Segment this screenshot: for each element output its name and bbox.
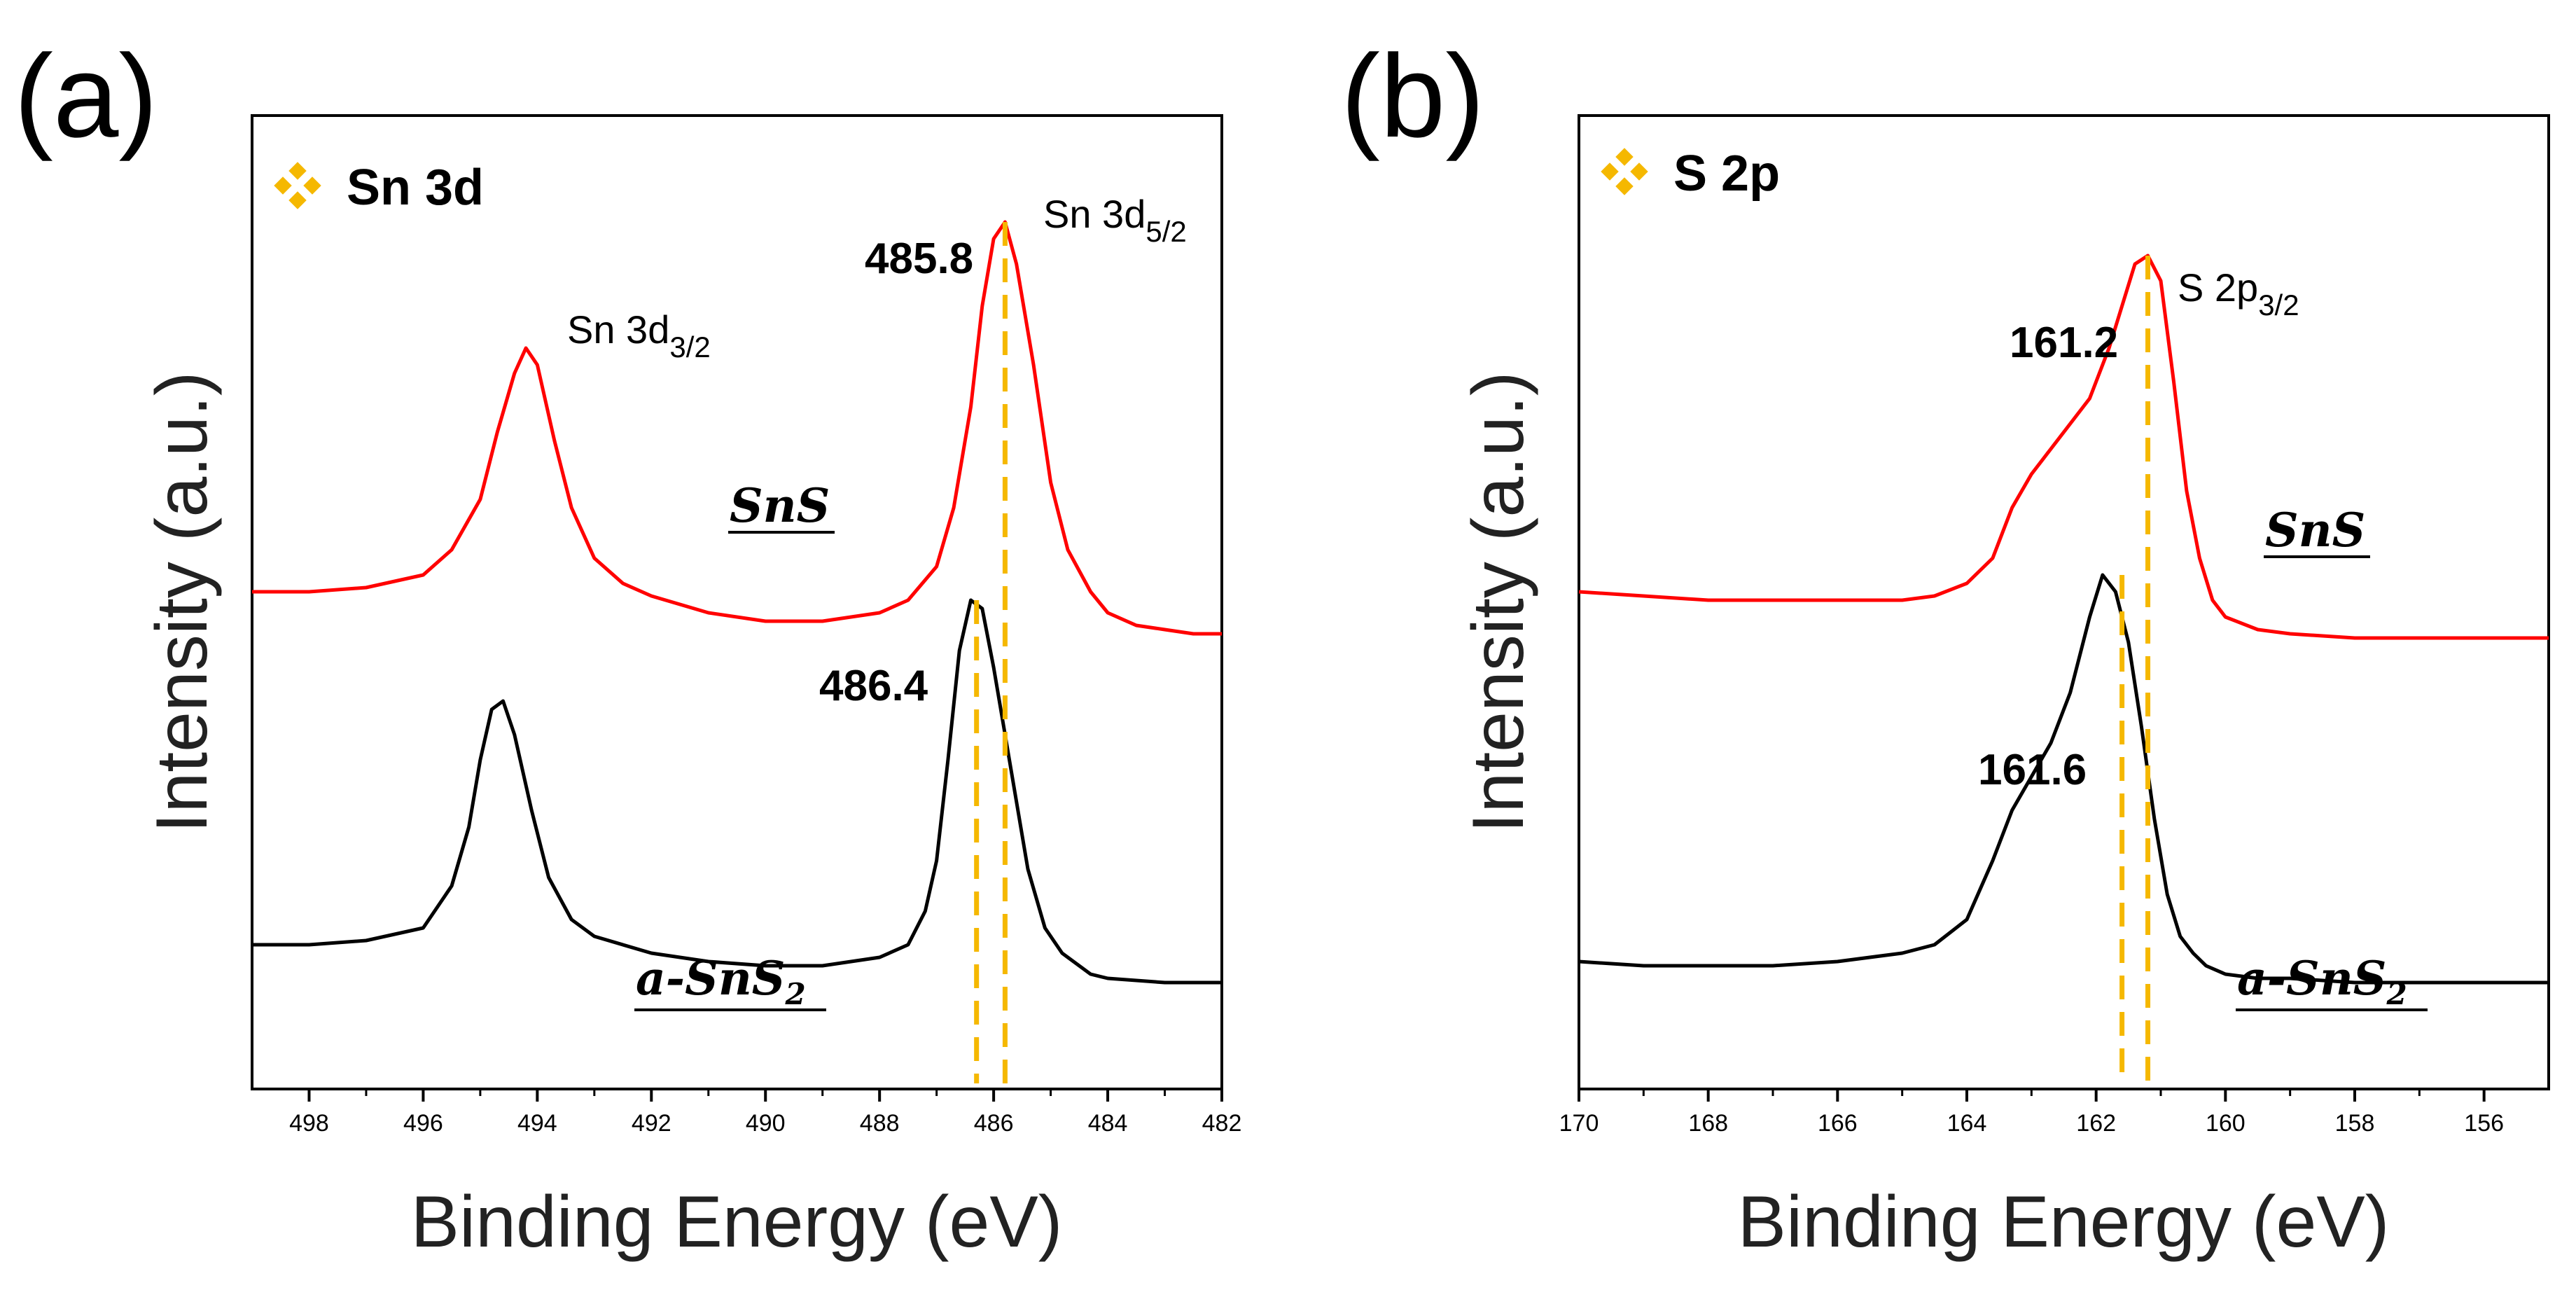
panel-b-y-axis-title: Intensity (a.u.) (1458, 372, 1539, 833)
panel-b-x-tick-label-160: 160 (2206, 1110, 2246, 1137)
panel-a: (a) 498 496 494 492 490 488 486 484 482 Sn 3d Sn… (14, 30, 1241, 1263)
panel-a-plot-frame (251, 114, 1223, 1090)
panel-b-x-tick-label-170: 170 (1559, 1110, 1599, 1137)
panel-a-value-486-4: 486.4 (819, 662, 928, 710)
panel-b-x-tick-label-162: 162 (2076, 1110, 2116, 1137)
panel-a-sample-label-a-sns2: a-SnS2 (636, 951, 806, 1011)
panel-a-x-tick-label-496: 496 (403, 1110, 443, 1137)
panel-a-x-tick-label-498: 498 (289, 1110, 329, 1137)
panel-a-sample-label-sns: SnS (730, 478, 830, 533)
panel-b-series-a-sns2 (1578, 573, 2549, 985)
panel-b-x-ticks: 170 168 166 164 162 160 158 156 (1559, 1089, 2504, 1137)
panel-a-x-tick-label-488: 488 (860, 1110, 900, 1137)
panel-b-x-tick-label-156: 156 (2464, 1110, 2504, 1137)
panel-b: (b) 170 168 166 164 162 160 158 156 S 2p S 2p3/… (1341, 30, 2550, 1263)
panel-a-x-tick-label-492: 492 (632, 1110, 671, 1137)
panel-a-x-tick-label-490: 490 (746, 1110, 786, 1137)
panel-b-x-tick-label-166: 166 (1818, 1110, 1858, 1137)
panel-a-x-tick-label-484: 484 (1088, 1110, 1128, 1137)
panel-a-title: Sn 3d (347, 160, 484, 216)
panel-a-x-tick-label-494: 494 (517, 1110, 557, 1137)
panel-b-sample-label-sns: SnS (2265, 503, 2365, 557)
panel-b-sample-label-a-sns2: a-SnS2 (2237, 951, 2407, 1011)
panel-a-x-ticks: 498 496 494 492 490 488 486 484 482 (289, 1089, 1241, 1137)
panel-a-peak-label-3d32: Sn 3d3/2 (567, 307, 711, 363)
panel-b-label: (b) (1341, 30, 1484, 162)
panel-a-x-tick-label-486: 486 (974, 1110, 1014, 1137)
panel-b-series-sns (1578, 254, 2549, 640)
panel-a-peak-label-3d52: Sn 3d5/2 (1043, 192, 1187, 248)
panel-a-value-485-8: 485.8 (865, 235, 973, 283)
panel-b-title: S 2p (1673, 146, 1780, 202)
panel-b-x-tick-label-164: 164 (1947, 1110, 1987, 1137)
panel-a-series-a-sns2 (252, 598, 1222, 985)
panel-b-x-tick-label-158: 158 (2335, 1110, 2375, 1137)
panel-a-label: (a) (14, 30, 158, 162)
panel-a-x-tick-label-482: 482 (1202, 1110, 1242, 1137)
panel-a-y-axis-title: Intensity (a.u.) (141, 372, 223, 833)
panel-a-x-axis-title: Binding Energy (eV) (411, 1181, 1063, 1263)
panel-b-plot-frame (1578, 114, 2550, 1090)
panel-b-peak-label-2p32: S 2p3/2 (2178, 265, 2299, 321)
panel-b-diamond-marker-icon (1601, 148, 1648, 195)
panel-b-value-161-6: 161.6 (1978, 746, 2087, 794)
panel-b-x-tick-label-168: 168 (1688, 1110, 1728, 1137)
panel-b-value-161-2: 161.2 (2010, 319, 2118, 367)
panel-a-series-sns (252, 220, 1222, 636)
panel-a-diamond-marker-icon (274, 162, 321, 209)
panel-b-x-axis-title: Binding Energy (eV) (1738, 1181, 2390, 1263)
